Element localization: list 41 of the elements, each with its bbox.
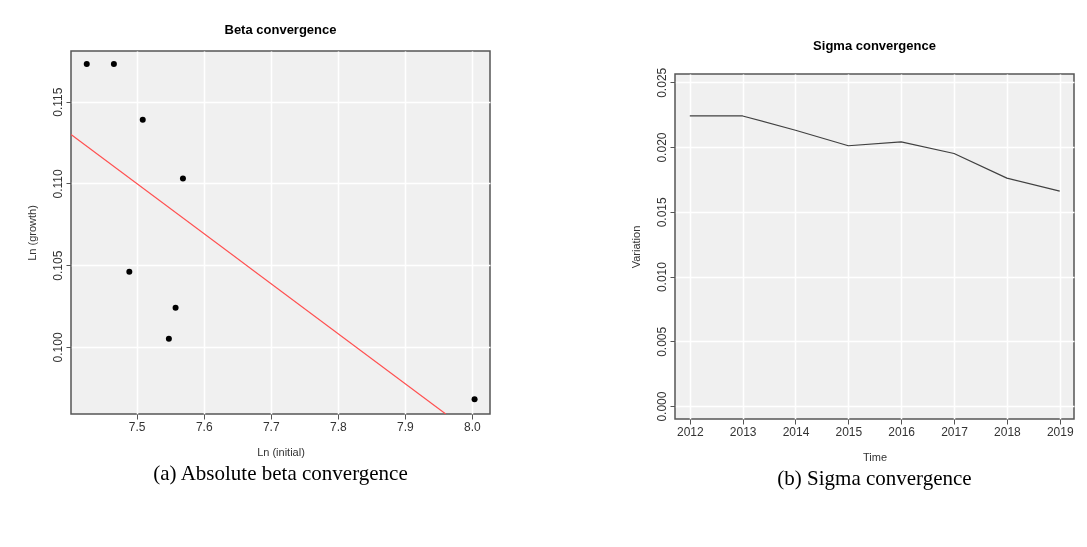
y-axis-title: Variation <box>629 225 642 269</box>
point <box>179 175 186 182</box>
point <box>139 116 146 123</box>
x-tick-label: 2014 <box>782 424 810 439</box>
x-axis-title: Ln (initial) <box>257 445 305 458</box>
point <box>471 396 478 403</box>
line-series <box>689 115 1061 192</box>
point <box>172 304 179 311</box>
x-tick-label: 2019 <box>1046 424 1074 439</box>
x-tick-label: 7.5 <box>128 419 146 434</box>
y-tick-label: 0.110 <box>50 169 65 199</box>
point <box>83 61 90 68</box>
y-tick-label: 0.105 <box>50 250 65 281</box>
x-tick-label: 7.8 <box>329 419 347 434</box>
point <box>165 335 172 342</box>
y-tick-label: 0.015 <box>654 196 669 228</box>
y-tick-label: 0.000 <box>654 391 669 422</box>
y-tick-label: 0.115 <box>50 87 65 117</box>
x-tick-label: 8.0 <box>464 419 482 434</box>
text: (a) Absolute beta convergence <box>153 461 408 485</box>
x-tick-label: 2012 <box>676 424 704 439</box>
x-tick-label: 7.6 <box>195 419 213 434</box>
x-axis-title: Time <box>862 450 888 463</box>
x-tick-label: 7.7 <box>262 419 280 434</box>
text: (b) Sigma convergence <box>777 466 972 490</box>
x-tick-label: 2018 <box>994 424 1022 439</box>
x-tick-label: 2015 <box>835 424 863 439</box>
point <box>126 268 133 275</box>
y-axis-title: Ln (growth) <box>25 205 38 261</box>
y-tick-label: 0.005 <box>654 326 669 357</box>
chart-title: Sigma convergence <box>813 38 936 54</box>
x-tick-label: 7.9 <box>397 419 415 434</box>
y-tick-label: 0.100 <box>50 332 65 363</box>
y-tick-label: 0.025 <box>654 67 669 98</box>
chart-title: Beta convergence <box>224 22 337 37</box>
x-tick-label: 2017 <box>941 424 969 439</box>
y-tick-label: 0.010 <box>654 261 669 293</box>
x-tick-label: 2013 <box>729 424 757 439</box>
y-tick-label: 0.020 <box>654 132 669 163</box>
point <box>110 61 117 68</box>
x-tick-label: 2016 <box>888 424 916 439</box>
